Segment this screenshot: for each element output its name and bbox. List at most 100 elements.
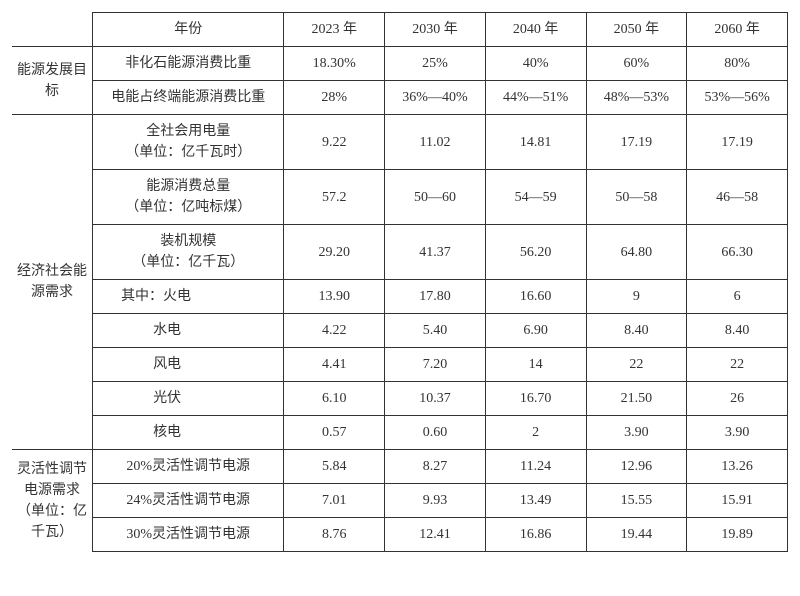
- cell: 50—60: [385, 170, 486, 225]
- table-row: 灵活性调节电源需求（单位：亿千瓦） 20%灵活性调节电源 5.84 8.27 1…: [12, 450, 788, 484]
- row-label: 24%灵活性调节电源: [93, 484, 284, 518]
- cell: 0.60: [385, 416, 486, 450]
- energy-table: 年份 2023 年 2030 年 2040 年 2050 年 2060 年 能源…: [12, 12, 788, 552]
- cell: 57.2: [284, 170, 385, 225]
- header-year: 2023 年: [284, 13, 385, 47]
- table-row: 核电 0.57 0.60 2 3.90 3.90: [12, 416, 788, 450]
- table-row: 经济社会能源需求 全社会用电量 （单位：亿千瓦时） 9.22 11.02 14.…: [12, 115, 788, 170]
- table-row: 能源发展目标 非化石能源消费比重 18.30% 25% 40% 60% 80%: [12, 47, 788, 81]
- table-row: 能源消费总量 （单位：亿吨标煤） 57.2 50—60 54—59 50—58 …: [12, 170, 788, 225]
- cell: 26: [687, 382, 788, 416]
- cell: 10.37: [385, 382, 486, 416]
- cell: 8.40: [586, 314, 687, 348]
- table-row: 电能占终端能源消费比重 28% 36%—40% 44%—51% 48%—53% …: [12, 81, 788, 115]
- table-row: 光伏 6.10 10.37 16.70 21.50 26: [12, 382, 788, 416]
- cell: 3.90: [586, 416, 687, 450]
- cell: 3.90: [687, 416, 788, 450]
- row-label: 核电: [93, 416, 284, 450]
- cell: 17.19: [687, 115, 788, 170]
- header-blank: [12, 13, 93, 47]
- header-year: 2040 年: [485, 13, 586, 47]
- row-label: 其中：火电: [93, 280, 284, 314]
- table-row: 30%灵活性调节电源 8.76 12.41 16.86 19.44 19.89: [12, 518, 788, 552]
- header-year: 2050 年: [586, 13, 687, 47]
- cell: 46—58: [687, 170, 788, 225]
- cell: 16.70: [485, 382, 586, 416]
- cell: 12.41: [385, 518, 486, 552]
- cell: 48%—53%: [586, 81, 687, 115]
- cell: 13.90: [284, 280, 385, 314]
- header-year: 2060 年: [687, 13, 788, 47]
- row-label: 能源消费总量 （单位：亿吨标煤）: [93, 170, 284, 225]
- cell: 53%—56%: [687, 81, 788, 115]
- row-label: 20%灵活性调节电源: [93, 450, 284, 484]
- cell: 25%: [385, 47, 486, 81]
- table-row: 24%灵活性调节电源 7.01 9.93 13.49 15.55 15.91: [12, 484, 788, 518]
- row-label: 非化石能源消费比重: [93, 47, 284, 81]
- cell: 16.86: [485, 518, 586, 552]
- cell: 2: [485, 416, 586, 450]
- cell: 4.41: [284, 348, 385, 382]
- cell: 36%—40%: [385, 81, 486, 115]
- cell: 8.76: [284, 518, 385, 552]
- row-label: 光伏: [93, 382, 284, 416]
- cell: 8.40: [687, 314, 788, 348]
- row-label: 电能占终端能源消费比重: [93, 81, 284, 115]
- row-label: 30%灵活性调节电源: [93, 518, 284, 552]
- group-title: 经济社会能源需求: [12, 115, 93, 450]
- cell: 28%: [284, 81, 385, 115]
- cell: 21.50: [586, 382, 687, 416]
- table-row: 水电 4.22 5.40 6.90 8.40 8.40: [12, 314, 788, 348]
- cell: 13.49: [485, 484, 586, 518]
- cell: 44%—51%: [485, 81, 586, 115]
- cell: 14.81: [485, 115, 586, 170]
- cell: 8.27: [385, 450, 486, 484]
- cell: 7.01: [284, 484, 385, 518]
- cell: 6.90: [485, 314, 586, 348]
- cell: 15.91: [687, 484, 788, 518]
- row-label: 水电: [93, 314, 284, 348]
- cell: 19.89: [687, 518, 788, 552]
- row-label: 装机规模 （单位：亿千瓦）: [93, 225, 284, 280]
- cell: 9.22: [284, 115, 385, 170]
- cell: 29.20: [284, 225, 385, 280]
- cell: 80%: [687, 47, 788, 81]
- header-year: 2030 年: [385, 13, 486, 47]
- cell: 5.40: [385, 314, 486, 348]
- cell: 6: [687, 280, 788, 314]
- cell: 11.24: [485, 450, 586, 484]
- cell: 56.20: [485, 225, 586, 280]
- cell: 9.93: [385, 484, 486, 518]
- table-row: 装机规模 （单位：亿千瓦） 29.20 41.37 56.20 64.80 66…: [12, 225, 788, 280]
- cell: 14: [485, 348, 586, 382]
- cell: 66.30: [687, 225, 788, 280]
- cell: 0.57: [284, 416, 385, 450]
- table-row: 其中：火电 13.90 17.80 16.60 9 6: [12, 280, 788, 314]
- cell: 4.22: [284, 314, 385, 348]
- cell: 17.19: [586, 115, 687, 170]
- row-label: 全社会用电量 （单位：亿千瓦时）: [93, 115, 284, 170]
- cell: 11.02: [385, 115, 486, 170]
- cell: 13.26: [687, 450, 788, 484]
- cell: 9: [586, 280, 687, 314]
- table-header-row: 年份 2023 年 2030 年 2040 年 2050 年 2060 年: [12, 13, 788, 47]
- cell: 6.10: [284, 382, 385, 416]
- group-title: 能源发展目标: [12, 47, 93, 115]
- cell: 15.55: [586, 484, 687, 518]
- cell: 50—58: [586, 170, 687, 225]
- cell: 40%: [485, 47, 586, 81]
- cell: 64.80: [586, 225, 687, 280]
- cell: 60%: [586, 47, 687, 81]
- table-row: 风电 4.41 7.20 14 22 22: [12, 348, 788, 382]
- cell: 7.20: [385, 348, 486, 382]
- cell: 22: [586, 348, 687, 382]
- cell: 22: [687, 348, 788, 382]
- cell: 5.84: [284, 450, 385, 484]
- cell: 17.80: [385, 280, 486, 314]
- group-title: 灵活性调节电源需求（单位：亿千瓦）: [12, 450, 93, 552]
- cell: 12.96: [586, 450, 687, 484]
- cell: 18.30%: [284, 47, 385, 81]
- header-year-label: 年份: [93, 13, 284, 47]
- row-label: 风电: [93, 348, 284, 382]
- cell: 16.60: [485, 280, 586, 314]
